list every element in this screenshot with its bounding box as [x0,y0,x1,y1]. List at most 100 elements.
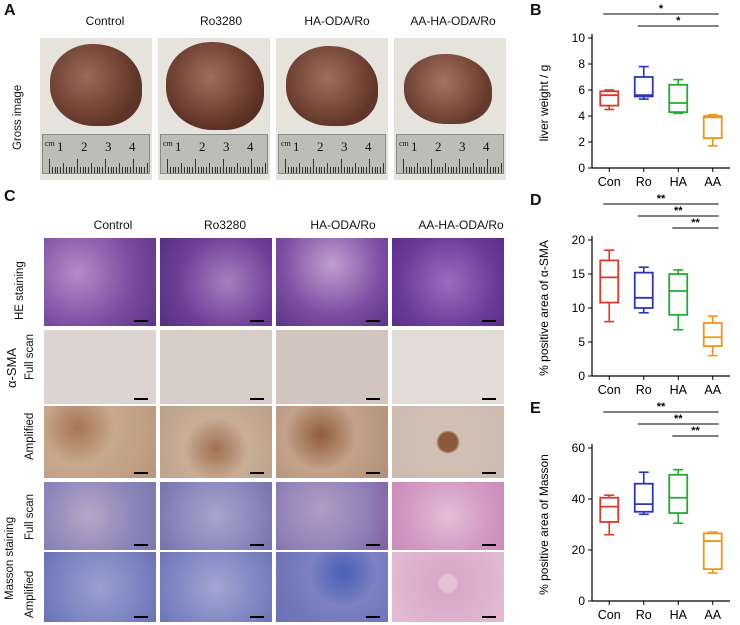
ruler-tick [256,167,258,173]
ruler-tick [74,167,76,173]
ruler-tick [383,163,384,173]
ruler-tick [175,167,177,173]
c-header-control: Control [93,218,133,232]
ruler-tick [197,167,199,173]
ruler-label: 3 [223,139,230,154]
ruler-tick [63,163,64,173]
ruler-tick [343,167,345,173]
group-header-control: Control [85,14,125,28]
ruler-tick [71,167,73,173]
sma-amp-tile-aa-ha-oda-ro [392,406,504,478]
ruler-label: cm [399,139,409,148]
y-tick-label: 4 [578,109,585,123]
y-tick-label: 0 [578,594,585,608]
liver-specimen [50,44,142,126]
ruler-tick [116,167,118,173]
box-aa [702,532,723,571]
ruler-tick [341,159,342,173]
x-tick-label: HA [670,608,688,622]
ruler-tick [133,159,134,173]
ruler-tick [324,167,326,173]
ruler-label: 3 [341,139,348,154]
ruler-tick [167,159,168,173]
ruler-tick [253,167,255,173]
ruler-tick [310,167,312,173]
ruler-tick [473,163,474,173]
c-header-ro3280: Ro3280 [203,218,247,232]
alpha-sma-label: α-SMA [4,347,19,388]
masson-full-tile-ha-oda-ro [276,482,388,550]
ruler-tick [220,167,222,173]
significance-label: ** [657,401,666,413]
ruler-tick [88,167,90,173]
x-tick-label: HA [670,383,688,397]
box-ha [668,473,689,514]
ruler-tick [82,167,84,173]
ruler-tick [110,167,112,173]
masson-amp-tile-ha-oda-ro [276,552,388,622]
ruler-tick [445,163,446,173]
ruler-tick [189,167,191,173]
he-tile-ha-oda-ro [276,238,388,326]
liver-specimen [404,54,492,124]
sma-full-tile-ha-oda-ro [276,330,388,404]
ruler-tick [265,163,266,173]
ruler-tick [299,163,300,173]
masson-full-tile-ro3280 [160,482,272,550]
y-tick-label: 20 [572,233,586,247]
y-tick-label: 10 [572,301,586,315]
sma-full-tile-control [44,330,156,404]
ruler-tick [96,167,98,173]
ruler-tick [321,167,323,173]
ruler-tick [357,167,359,173]
ruler-tick [422,167,424,173]
y-tick-label: 0 [578,161,585,175]
box-aa [702,322,723,347]
ruler-tick [338,167,340,173]
box-con [599,496,620,523]
ruler-tick [371,167,373,173]
ruler-tick [456,167,458,173]
gross-photo-ha-oda-ro: cm 1 2 3 4 [276,38,388,180]
y-tick-label: 5 [578,335,585,349]
ruler-tick [200,167,202,173]
ruler-label: cm [281,139,291,148]
chart-d-alpha-sma: 0 5 10 15 20 % positive area of α-SMA Con Ro HA A… [537,193,730,397]
ruler-tick [217,167,219,173]
x-tick-label: Con [598,175,621,189]
ruler-label: 1 [175,139,182,154]
significance-label: * [676,15,681,27]
ruler-tick [231,167,233,173]
y-tick-label: 60 [572,441,586,455]
ruler-tick [318,167,320,173]
x-tick-label: Ro [636,383,652,397]
c-header-ha-oda-ro: HA-ODA/Ro [310,218,376,232]
liver-specimen [286,46,378,126]
y-tick-label: 0 [578,369,585,383]
ruler-tick [203,167,205,173]
ruler-tick [290,167,292,173]
gross-photo-ro3280: cm 1 2 3 4 [158,38,270,180]
ruler-tick [91,163,92,173]
ruler-tick [360,167,362,173]
he-staining-label: HE staining [14,261,26,320]
ruler-tick [335,167,337,173]
x-tick-label: Ro [636,175,652,189]
box-aa [702,115,723,140]
ruler-tick [124,167,126,173]
significance-label: ** [657,193,666,205]
masson-staining-label: Masson staining [4,516,16,600]
ruler-label: 4 [483,139,490,154]
ruler-tick [225,167,227,173]
sma-amp-tile-ro3280 [160,406,272,478]
ruler-label: 1 [411,139,418,154]
ruler-tick [349,167,351,173]
ruler-tick [487,159,488,173]
ruler-tick [431,159,432,173]
group-header-aa-ha-oda-ro: AA-HA-ODA/Ro [410,14,496,28]
ruler-tick [105,159,106,173]
box-ro [633,271,654,309]
ruler-tick [138,167,140,173]
he-tile-ro3280 [160,238,272,326]
chart-b-liver-weight: 0 2 4 6 8 10 liver weight / g Con Ro HA AA * * [537,3,730,189]
